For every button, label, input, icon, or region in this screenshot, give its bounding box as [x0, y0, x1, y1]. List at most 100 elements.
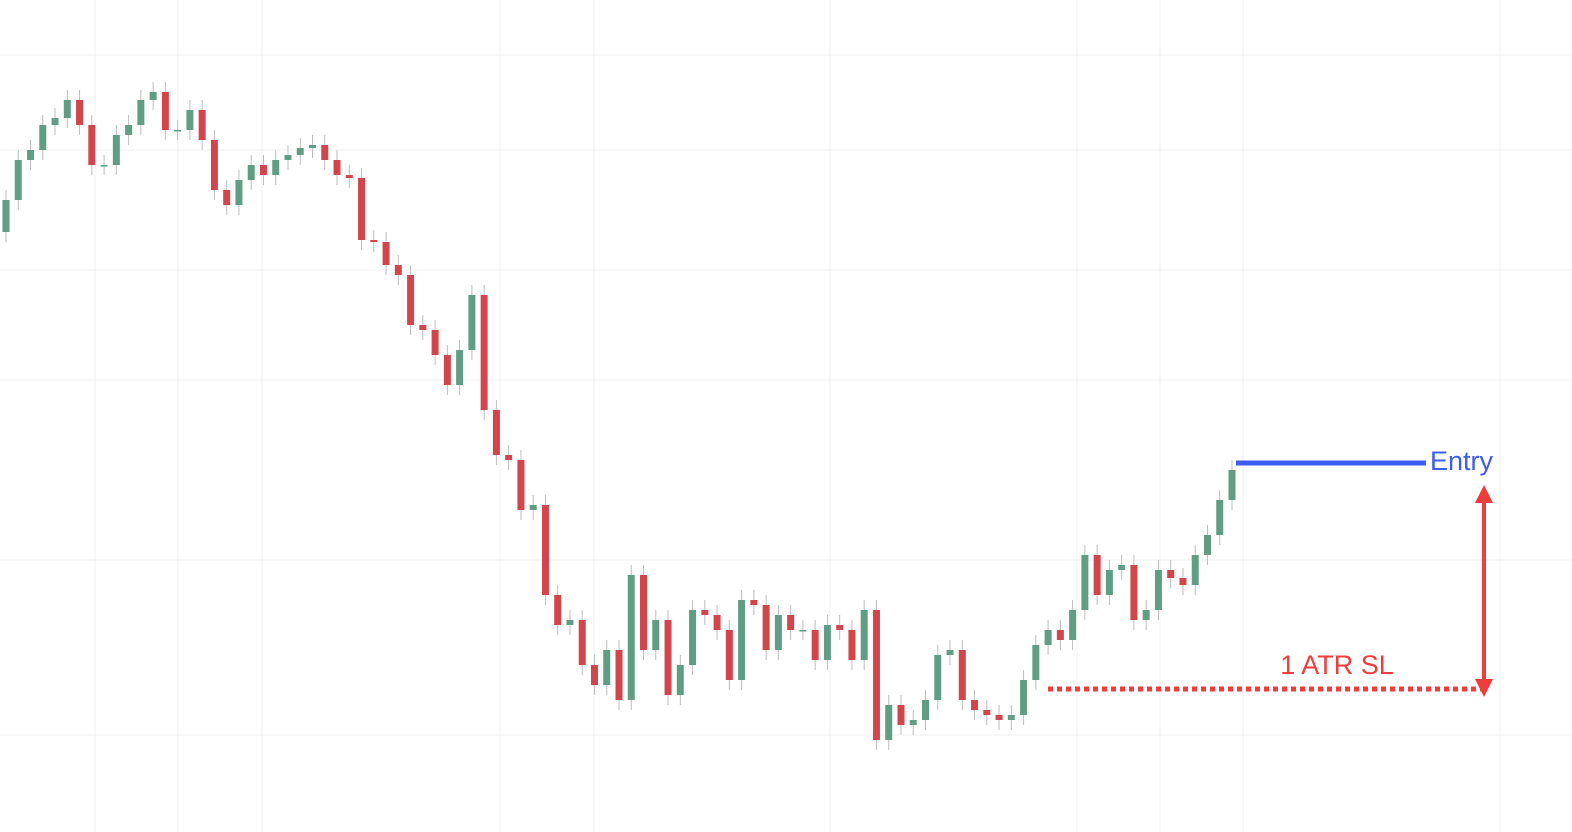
- candle-body: [39, 125, 47, 150]
- candle-body: [615, 650, 623, 700]
- candle-body: [1056, 630, 1064, 640]
- candle-body: [272, 160, 280, 175]
- candle-body: [1020, 680, 1028, 715]
- candle-body: [958, 650, 966, 700]
- candle-body: [541, 505, 549, 595]
- candle-body: [590, 665, 598, 685]
- candle-body: [2, 200, 10, 232]
- candle-body: [137, 100, 145, 125]
- candle-body: [382, 242, 390, 265]
- candle-body: [259, 165, 267, 175]
- candle-body: [51, 118, 59, 125]
- candle-body: [1130, 565, 1138, 620]
- candle-body: [223, 190, 231, 205]
- candle-body: [27, 150, 35, 160]
- candle-body: [161, 92, 169, 130]
- candle-body: [1069, 610, 1077, 640]
- entry-label: Entry: [1430, 446, 1494, 476]
- candle-body: [370, 240, 378, 242]
- candle-body: [872, 610, 880, 740]
- candle-body: [1228, 470, 1236, 500]
- candle-body: [112, 135, 120, 165]
- arrow-head: [1475, 485, 1493, 503]
- candle-body: [284, 155, 292, 160]
- candle-body: [860, 610, 868, 660]
- candle-body: [407, 275, 415, 325]
- candle-body: [492, 410, 500, 455]
- candle-body: [787, 615, 795, 630]
- candle-body: [640, 575, 648, 650]
- candle-body: [897, 705, 905, 725]
- candle-body: [1093, 555, 1101, 595]
- candle-body: [652, 620, 660, 650]
- candle-body: [296, 148, 304, 155]
- candle-body: [1081, 555, 1089, 610]
- candle-body: [505, 455, 513, 460]
- candle-body: [566, 620, 574, 625]
- candle-body: [468, 295, 476, 350]
- candle-body: [983, 710, 991, 715]
- candle-body: [701, 610, 709, 615]
- candle-body: [554, 595, 562, 625]
- candle-body: [1203, 535, 1211, 555]
- candle-body: [210, 140, 218, 190]
- candle-body: [995, 715, 1003, 720]
- candle-body: [1179, 578, 1187, 585]
- candle-body: [1032, 645, 1040, 680]
- candle-body: [419, 325, 427, 330]
- candle-body: [885, 705, 893, 740]
- candle-body: [762, 605, 770, 650]
- candle-body: [922, 700, 929, 720]
- candle-body: [100, 165, 108, 167]
- candle-body: [14, 160, 22, 200]
- stop-loss-label: 1 ATR SL: [1280, 650, 1394, 680]
- candle-body: [676, 665, 684, 695]
- candle-body: [1044, 630, 1052, 645]
- candle-body: [309, 145, 316, 148]
- candle-body: [321, 145, 329, 160]
- candle-body: [198, 110, 206, 140]
- candle-body: [480, 295, 488, 410]
- candle-body: [76, 100, 84, 125]
- candle-body: [603, 650, 611, 685]
- candle-body: [823, 625, 831, 660]
- candle-body: [578, 620, 586, 665]
- candle-body: [909, 720, 917, 725]
- candle-body: [517, 460, 525, 510]
- candle-body: [664, 620, 672, 695]
- candle-body: [149, 92, 157, 100]
- candle-body: [1216, 500, 1224, 535]
- candle-body: [358, 178, 366, 240]
- candle-body: [725, 630, 733, 680]
- arrow-head: [1475, 679, 1493, 697]
- candle-body: [934, 655, 942, 700]
- candle-body: [1105, 570, 1113, 595]
- candle-body: [1167, 570, 1175, 578]
- candle-body: [1007, 715, 1015, 720]
- candle-body: [811, 630, 819, 660]
- candle-body: [627, 575, 635, 700]
- candle-body: [946, 650, 954, 655]
- candle-body: [443, 355, 451, 385]
- candle-body: [848, 630, 856, 660]
- candle-body: [186, 110, 194, 130]
- candle-body: [836, 625, 844, 630]
- candle-body: [799, 630, 807, 632]
- candle-body: [345, 175, 353, 178]
- candle-body: [1142, 610, 1150, 620]
- candle-body: [738, 600, 746, 680]
- candle-body: [529, 505, 537, 510]
- candle-body: [1154, 570, 1162, 610]
- candle-body: [971, 700, 979, 710]
- candle-body: [1118, 565, 1126, 570]
- candle-body: [88, 125, 96, 165]
- candle-body: [431, 330, 439, 355]
- candle-body: [333, 160, 341, 175]
- candle-body: [1191, 555, 1199, 585]
- candle-body: [750, 600, 758, 605]
- candle-body: [713, 615, 721, 630]
- candle-body: [174, 130, 182, 132]
- candle-body: [235, 180, 243, 205]
